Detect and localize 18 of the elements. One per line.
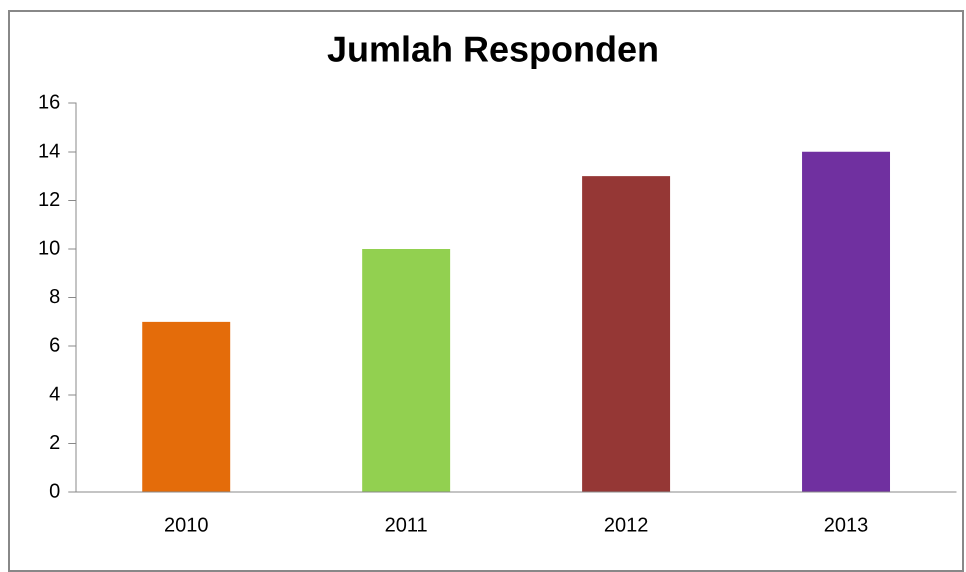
y-tick-label: 4 <box>49 383 60 406</box>
x-tick-label: 2010 <box>164 514 208 537</box>
y-tick-label: 14 <box>38 140 60 162</box>
chart-title: Jumlah Responden <box>326 28 660 70</box>
y-tick-label: 12 <box>38 188 60 211</box>
y-tick-label: 10 <box>38 238 60 260</box>
x-tick-label: 2013 <box>824 514 868 537</box>
x-tick-label: 2011 <box>384 514 428 537</box>
y-tick-label: 6 <box>49 334 60 357</box>
bar <box>142 322 230 492</box>
bar <box>582 176 670 492</box>
y-tick-label: 8 <box>49 286 60 308</box>
bar <box>802 152 890 492</box>
y-tick-label: 2 <box>49 432 60 454</box>
y-tick-label: 0 <box>49 480 60 503</box>
y-tick-label: 16 <box>38 92 60 114</box>
x-tick-label: 2012 <box>604 514 648 537</box>
bar <box>362 249 450 492</box>
